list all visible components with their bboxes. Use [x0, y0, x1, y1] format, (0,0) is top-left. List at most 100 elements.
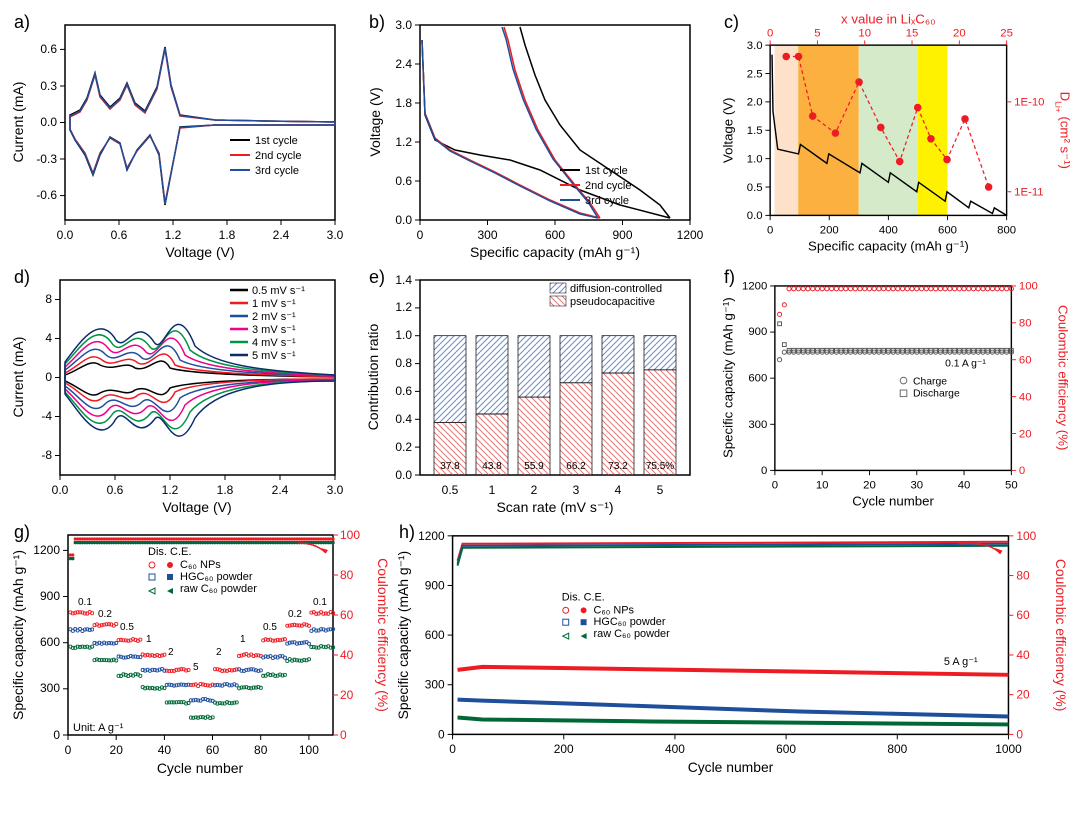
- svg-text:8: 8: [45, 292, 52, 306]
- svg-text:10: 10: [816, 479, 829, 491]
- figure-grid: a) 0.0 0.6 1.2 1.8 2.4 3.0 -0.6 -0.3 0.0: [10, 10, 1070, 520]
- svg-text:300: 300: [477, 228, 497, 242]
- svg-text:600: 600: [776, 742, 796, 756]
- svg-text:0: 0: [417, 228, 424, 242]
- chart-c: 0 200 400 600 800 0 5 10 15 20 25 0.: [720, 10, 1070, 260]
- svg-text:raw C₆₀ powder: raw C₆₀ powder: [594, 628, 671, 640]
- svg-text:0.0: 0.0: [57, 228, 74, 242]
- label-b: b): [369, 12, 385, 33]
- svg-text:x value in LiₓC₆₀: x value in LiₓC₆₀: [841, 11, 936, 26]
- svg-text:0.6: 0.6: [395, 384, 412, 398]
- svg-text:C₆₀ NPs: C₆₀ NPs: [594, 604, 635, 616]
- svg-text:Current (mA): Current (mA): [10, 337, 26, 418]
- svg-text:Cycle number: Cycle number: [852, 493, 934, 508]
- svg-text:2.0: 2.0: [747, 97, 763, 109]
- svg-text:DLi+ (cm² s⁻¹): DLi+ (cm² s⁻¹): [1054, 92, 1070, 169]
- svg-text:40: 40: [340, 648, 354, 662]
- panel-g: g) 0 20 40 60 80 100 0 300 600 900 1200: [10, 520, 390, 780]
- svg-text:Unit: A g⁻¹: Unit: A g⁻¹: [73, 722, 124, 734]
- svg-text:5 mV s⁻¹: 5 mV s⁻¹: [252, 350, 296, 362]
- svg-text:-8: -8: [41, 448, 52, 462]
- svg-text:1: 1: [489, 483, 496, 497]
- svg-text:2.4: 2.4: [273, 228, 290, 242]
- row3: g) 0 20 40 60 80 100 0 300 600 900 1200: [10, 520, 1070, 780]
- svg-text:3.0: 3.0: [747, 40, 763, 52]
- svg-text:1.4: 1.4: [395, 273, 412, 287]
- svg-text:80: 80: [340, 568, 354, 582]
- svg-text:0: 0: [65, 743, 72, 757]
- svg-text:Discharge: Discharge: [913, 389, 960, 400]
- svg-text:0.0: 0.0: [747, 210, 763, 222]
- svg-text:0: 0: [438, 727, 445, 741]
- svg-text:30: 30: [910, 479, 923, 491]
- svg-text:600: 600: [748, 372, 767, 384]
- svg-text:1 mV s⁻¹: 1 mV s⁻¹: [252, 298, 296, 310]
- svg-text:0.0: 0.0: [40, 115, 57, 129]
- svg-text:20: 20: [953, 28, 966, 40]
- svg-text:600: 600: [425, 628, 445, 642]
- svg-text:900: 900: [40, 589, 60, 603]
- svg-text:1000: 1000: [995, 742, 1022, 756]
- svg-text:1.2: 1.2: [395, 300, 412, 314]
- svg-text:2.4: 2.4: [395, 57, 412, 71]
- svg-text:100: 100: [340, 528, 360, 542]
- panel-e: e) 0.5 1 2 3 4 5: [365, 265, 715, 515]
- svg-text:Specific capacity (mAh g⁻¹): Specific capacity (mAh g⁻¹): [808, 238, 969, 253]
- chart-h: 0 200 400 600 800 1000 0 300 600 900 120…: [395, 520, 1070, 780]
- svg-text:900: 900: [425, 578, 445, 592]
- svg-text:80: 80: [1019, 318, 1032, 330]
- svg-text:15: 15: [906, 28, 919, 40]
- panel-h: h) 0 200 400 600 800 1000 0 300 600 900 …: [395, 520, 1070, 780]
- svg-text:2.5: 2.5: [747, 68, 763, 80]
- svg-text:Dis. C.E.: Dis. C.E.: [148, 546, 191, 558]
- svg-text:20: 20: [1016, 688, 1030, 702]
- svg-text:2nd cycle: 2nd cycle: [255, 150, 301, 162]
- chart-g: 0 20 40 60 80 100 0 300 600 900 1200 0 2…: [10, 520, 390, 780]
- svg-text:55.9: 55.9: [524, 461, 544, 472]
- chart-b: 0 300 600 900 1200 0.0 0.6 1.2 1.8 2.4 3…: [365, 10, 715, 260]
- label-e: e): [369, 267, 385, 288]
- svg-text:3.0: 3.0: [327, 483, 344, 497]
- svg-text:600: 600: [938, 224, 957, 236]
- svg-text:20: 20: [863, 479, 876, 491]
- chart-a: 0.0 0.6 1.2 1.8 2.4 3.0 -0.6 -0.3 0.0 0.…: [10, 10, 360, 260]
- svg-text:0.5: 0.5: [442, 483, 459, 497]
- svg-text:0: 0: [767, 224, 773, 236]
- label-a: a): [14, 12, 30, 33]
- svg-text:0.2: 0.2: [288, 609, 302, 620]
- svg-text:43.8: 43.8: [482, 461, 502, 472]
- svg-text:1.2: 1.2: [395, 135, 412, 149]
- svg-text:Coulombic efficiency (%): Coulombic efficiency (%): [1056, 305, 1070, 450]
- svg-text:1.2: 1.2: [162, 483, 179, 497]
- svg-text:1E-10: 1E-10: [1014, 97, 1044, 109]
- svg-text:Voltage (V): Voltage (V): [165, 244, 234, 260]
- svg-text:0: 0: [45, 370, 52, 384]
- svg-text:Scan rate (mV s⁻¹): Scan rate (mV s⁻¹): [496, 499, 613, 515]
- svg-text:0.6: 0.6: [40, 42, 57, 56]
- svg-text:0.4: 0.4: [395, 412, 412, 426]
- svg-text:Specific capacity (mAh g⁻¹): Specific capacity (mAh g⁻¹): [720, 297, 735, 458]
- panel-f: f) 0 10 20 30 40 50 0 300 600 900 1200: [720, 265, 1070, 515]
- svg-text:4: 4: [45, 331, 52, 345]
- svg-text:-4: -4: [41, 409, 52, 423]
- svg-text:5 A g⁻¹: 5 A g⁻¹: [944, 656, 978, 668]
- label-c: c): [724, 12, 739, 33]
- svg-text:0.1: 0.1: [78, 597, 92, 608]
- panel-d: d) 0.0 0.6 1.2 1.8 2.4 3.0 -8 -4 0 4 8: [10, 265, 360, 515]
- svg-text:Cycle number: Cycle number: [688, 759, 774, 775]
- svg-text:5: 5: [657, 483, 664, 497]
- svg-text:Current (mA): Current (mA): [10, 82, 26, 163]
- svg-text:raw C₆₀ powder: raw C₆₀ powder: [180, 583, 257, 595]
- panel-c: c) 0 200 400 600 800 0: [720, 10, 1070, 260]
- svg-text:900: 900: [612, 228, 632, 242]
- svg-text:40: 40: [158, 743, 172, 757]
- svg-text:2 mV s⁻¹: 2 mV s⁻¹: [252, 311, 296, 323]
- svg-text:0.5: 0.5: [263, 622, 277, 633]
- svg-text:5: 5: [814, 28, 820, 40]
- svg-text:0.1: 0.1: [313, 597, 327, 608]
- svg-text:2: 2: [168, 647, 174, 658]
- svg-text:0.6: 0.6: [111, 228, 128, 242]
- svg-text:1E-11: 1E-11: [1014, 187, 1043, 199]
- svg-text:0.2: 0.2: [395, 440, 412, 454]
- svg-text:Voltage (V): Voltage (V): [720, 98, 735, 163]
